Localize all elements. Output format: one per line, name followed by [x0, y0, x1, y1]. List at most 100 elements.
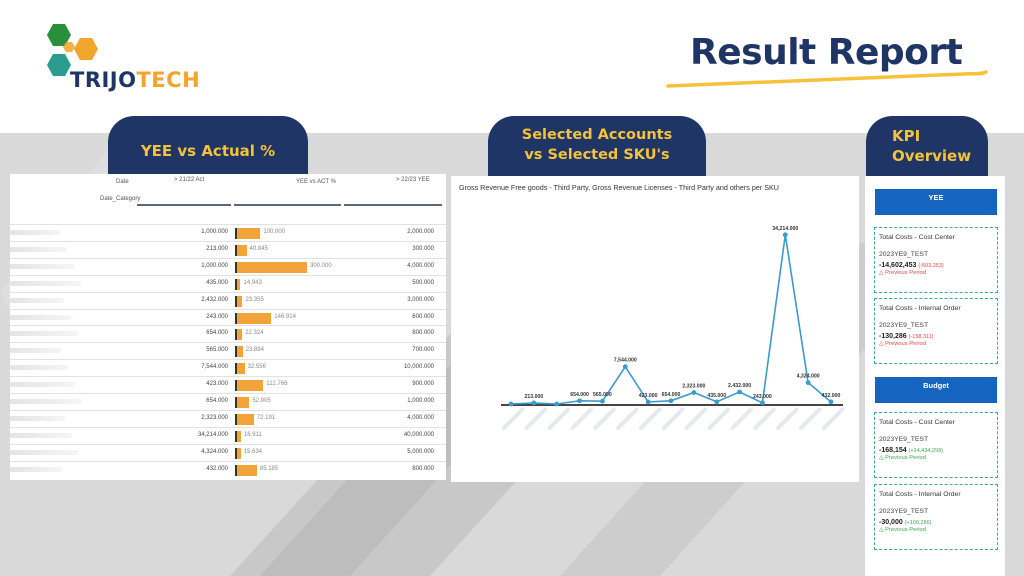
row-label-blurred: blurred	[10, 415, 65, 421]
pct-bar	[237, 329, 243, 341]
kpi-card-value: -130,286 (-158,311)	[879, 333, 993, 340]
bar-baseline	[235, 346, 237, 358]
row-label-blurred: blurred	[10, 314, 71, 320]
kpi-trend-label: Previous Period	[885, 455, 926, 461]
pct-bar	[237, 346, 243, 358]
cell-act: 435.000	[206, 279, 228, 286]
pct-bar	[237, 228, 261, 239]
pct-bar	[237, 397, 250, 408]
kpi-value: -30,000	[879, 519, 903, 526]
bar-baseline	[235, 397, 237, 408]
yee-vs-actual-table: Date Date_Category > 21/22 Act YEE vs AC…	[10, 174, 446, 480]
row-label-blurred: blurred	[10, 382, 75, 388]
gross-revenue-chart: Gross Revenue Free goods - Third Party, …	[451, 176, 859, 482]
data-label: 4,324.000	[797, 374, 820, 380]
data-point	[782, 232, 788, 238]
bar-baseline	[235, 363, 237, 375]
pct-bar	[237, 312, 272, 324]
tab-kpi-line2: Overview	[892, 147, 972, 165]
kpi-trend-label: Previous Period	[885, 270, 926, 276]
row-label-blurred: blurred	[10, 230, 60, 235]
cell-pct: 112.766	[266, 381, 288, 388]
x-tick-label-blurred	[570, 407, 593, 430]
bar-baseline	[235, 380, 237, 392]
x-tick-label-blurred	[753, 407, 776, 430]
data-point	[600, 398, 605, 404]
cell-yee: 5,000.000	[407, 448, 434, 455]
table-row[interactable]: blurred 2,432.000 23.355 3,000.000	[10, 291, 446, 309]
kpi-card-subtitle: 2023YE9_TEST	[879, 508, 929, 515]
cell-yee: 300.000	[412, 245, 434, 252]
x-tick-label-blurred	[799, 407, 822, 430]
tab-yee-vs-actual: YEE vs Actual %	[108, 116, 308, 174]
data-point	[668, 398, 674, 404]
tab-selected-accounts-line2: vs Selected SKU's	[524, 147, 670, 163]
bar-baseline	[235, 261, 237, 273]
table-row[interactable]: blurred 565.000 23.894 700.000	[10, 342, 446, 359]
kpi-card-value: -30,000 (+100,286)	[879, 519, 993, 526]
cell-pct: 22.324	[245, 330, 264, 337]
row-label-blurred: blurred	[10, 432, 72, 438]
header-yee-vs-act[interactable]: YEE vs ACT %	[296, 179, 336, 185]
data-label: 435.000	[707, 393, 726, 399]
cell-act: 654.000	[206, 330, 228, 337]
data-point	[622, 364, 628, 370]
cell-act: 243.000	[206, 313, 228, 320]
cell-yee: 600.000	[412, 313, 434, 320]
data-point	[508, 401, 514, 407]
table-header: Date Date_Category > 21/22 Act YEE vs AC…	[10, 174, 446, 210]
cell-pct: 23.894	[245, 347, 264, 354]
table-row[interactable]: blurred 213.000 40.845 300.000	[10, 240, 446, 258]
kpi-card-budget-cost-center[interactable]: Total Costs - Cost Center 2023YE9_TEST -…	[874, 412, 998, 478]
bar-baseline	[235, 228, 237, 239]
kpi-card-yee-cost-center[interactable]: Total Costs - Cost Center 2023YE9_TEST -…	[874, 227, 998, 293]
kpi-card-title: Total Costs - Internal Order	[879, 491, 961, 498]
data-point	[760, 400, 765, 406]
kpi-card-yee-internal-order[interactable]: Total Costs - Internal Order 2023YE9_TES…	[874, 298, 998, 364]
x-tick-label-blurred	[661, 407, 685, 430]
kpi-card-subtitle: 2023YE9_TEST	[879, 322, 929, 329]
pct-bar	[237, 295, 243, 307]
data-point	[554, 401, 560, 407]
data-label: 7,544.000	[614, 358, 637, 364]
table-row[interactable]: blurred 1,000.000 100.000 2,000.000	[10, 224, 446, 241]
cell-yee: 800.000	[412, 465, 434, 472]
chart-plot: 213.000 654.000 565.000 7,544.000 423.000 654…	[501, 226, 845, 430]
kpi-trend-label: Previous Period	[885, 527, 926, 533]
cell-yee: 40,000.000	[403, 431, 434, 438]
header-act[interactable]: > 21/22 Act	[174, 177, 205, 183]
pct-bar	[237, 413, 254, 425]
cell-yee: 1,000.000	[407, 398, 434, 404]
data-label: 34,214.000	[772, 226, 798, 232]
cell-yee: 3,000.000	[407, 296, 434, 303]
cell-act: 2,432.000	[201, 296, 228, 303]
table-row[interactable]: blurred 654.000 22.324 800.000	[10, 325, 446, 342]
table-row[interactable]: blurred 654.000 52.905 1,000.000	[10, 393, 446, 410]
kpi-delta: (+14,434,299)	[908, 448, 943, 454]
row-label-blurred: blurred	[10, 246, 67, 252]
table-row[interactable]: blurred 4,324.000 15.634 5,000.000	[10, 443, 446, 461]
cell-yee: 500.000	[412, 279, 434, 286]
table-row[interactable]: blurred 1,000.000 300.000 4,000.000	[10, 257, 446, 275]
cell-pct: 85.185	[259, 465, 279, 472]
table-row[interactable]: blurred 34,214.000 16.911 40,000.000	[10, 426, 446, 444]
data-point	[645, 399, 651, 405]
cell-pct: 100.000	[263, 229, 286, 235]
table-row[interactable]: blurred 435.000 14.943 500.000	[10, 274, 446, 292]
table-row[interactable]: blurred 2,323.000 72.191 4,000.000	[10, 409, 446, 427]
kpi-card-budget-internal-order[interactable]: Total Costs - Internal Order 2023YE9_TES…	[874, 484, 998, 550]
data-label: 432.000	[822, 393, 841, 399]
cell-yee: 900.000	[412, 381, 434, 388]
table-row[interactable]: blurred 423.000 112.766 900.000	[10, 376, 446, 393]
table-row[interactable]: blurred 432.000 85.185 800.000	[10, 460, 446, 478]
table-row[interactable]: blurred 7,544.000 32.556 10,000.000	[10, 359, 446, 376]
pct-bar	[237, 430, 241, 442]
table-row[interactable]: blurred 243.000 146.914 600.000	[10, 308, 446, 326]
tab-selected-accounts-vs-skus: Selected Accounts vs Selected SKU's	[488, 116, 706, 176]
header-date-category: Date_Category	[100, 196, 141, 202]
cell-pct: 15.634	[243, 448, 262, 455]
x-tick-label-blurred	[684, 407, 708, 430]
kpi-value: -130,286	[879, 333, 907, 340]
header-yee[interactable]: > 22/23 YEE	[396, 177, 430, 183]
data-point	[691, 390, 697, 395]
